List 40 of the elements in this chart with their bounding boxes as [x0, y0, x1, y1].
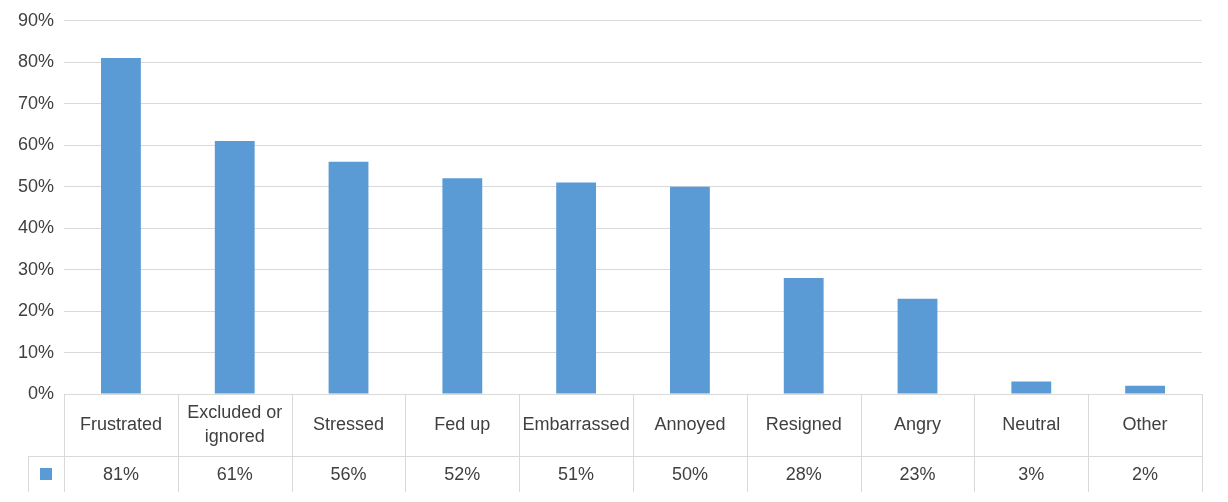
- bar: [897, 298, 938, 394]
- x-tick-label: Other: [1122, 413, 1168, 434]
- x-tick-label: Annoyed: [654, 413, 726, 434]
- y-tick-label: 20%: [18, 300, 55, 321]
- data-label: 23%: [899, 463, 936, 484]
- bar: [328, 161, 369, 394]
- y-tick-label: 30%: [18, 258, 55, 279]
- x-tick-label: Resigned: [765, 413, 842, 434]
- y-tick-label: 0%: [28, 382, 55, 403]
- x-tick-label: Neutral: [1002, 413, 1061, 434]
- x-tick-label: Angry: [893, 413, 942, 434]
- bar: [783, 277, 824, 394]
- bar: [670, 186, 710, 394]
- data-label: 52%: [444, 463, 481, 484]
- data-label: 50%: [671, 463, 708, 484]
- bar: [101, 58, 141, 394]
- y-tick-label: 40%: [18, 217, 55, 238]
- data-label: 51%: [558, 463, 595, 484]
- x-tick-label: Stressed: [313, 413, 385, 434]
- x-tick-label: Frustrated: [79, 413, 162, 434]
- bar: [556, 182, 597, 394]
- x-tick-label: Embarrassed: [522, 413, 630, 434]
- bar: [442, 178, 483, 394]
- y-tick-label: 60%: [18, 134, 55, 155]
- data-label: 61%: [216, 463, 253, 484]
- y-tick-label: 90%: [18, 9, 55, 30]
- y-tick-label: 10%: [18, 341, 55, 362]
- bar: [1125, 385, 1166, 394]
- y-tick-label: 80%: [18, 51, 55, 72]
- x-tick-label: Fed up: [434, 413, 491, 434]
- x-tick-label: Excluded or ignored: [187, 401, 283, 446]
- data-label: 81%: [102, 463, 139, 484]
- bar: [214, 141, 255, 394]
- data-label: 28%: [785, 463, 822, 484]
- y-tick-label: 70%: [18, 92, 55, 113]
- bar: [1011, 381, 1052, 394]
- data-label: 3%: [1018, 463, 1045, 484]
- data-label: 56%: [330, 463, 367, 484]
- y-tick-label: 50%: [18, 175, 55, 196]
- data-label: 2%: [1132, 463, 1159, 484]
